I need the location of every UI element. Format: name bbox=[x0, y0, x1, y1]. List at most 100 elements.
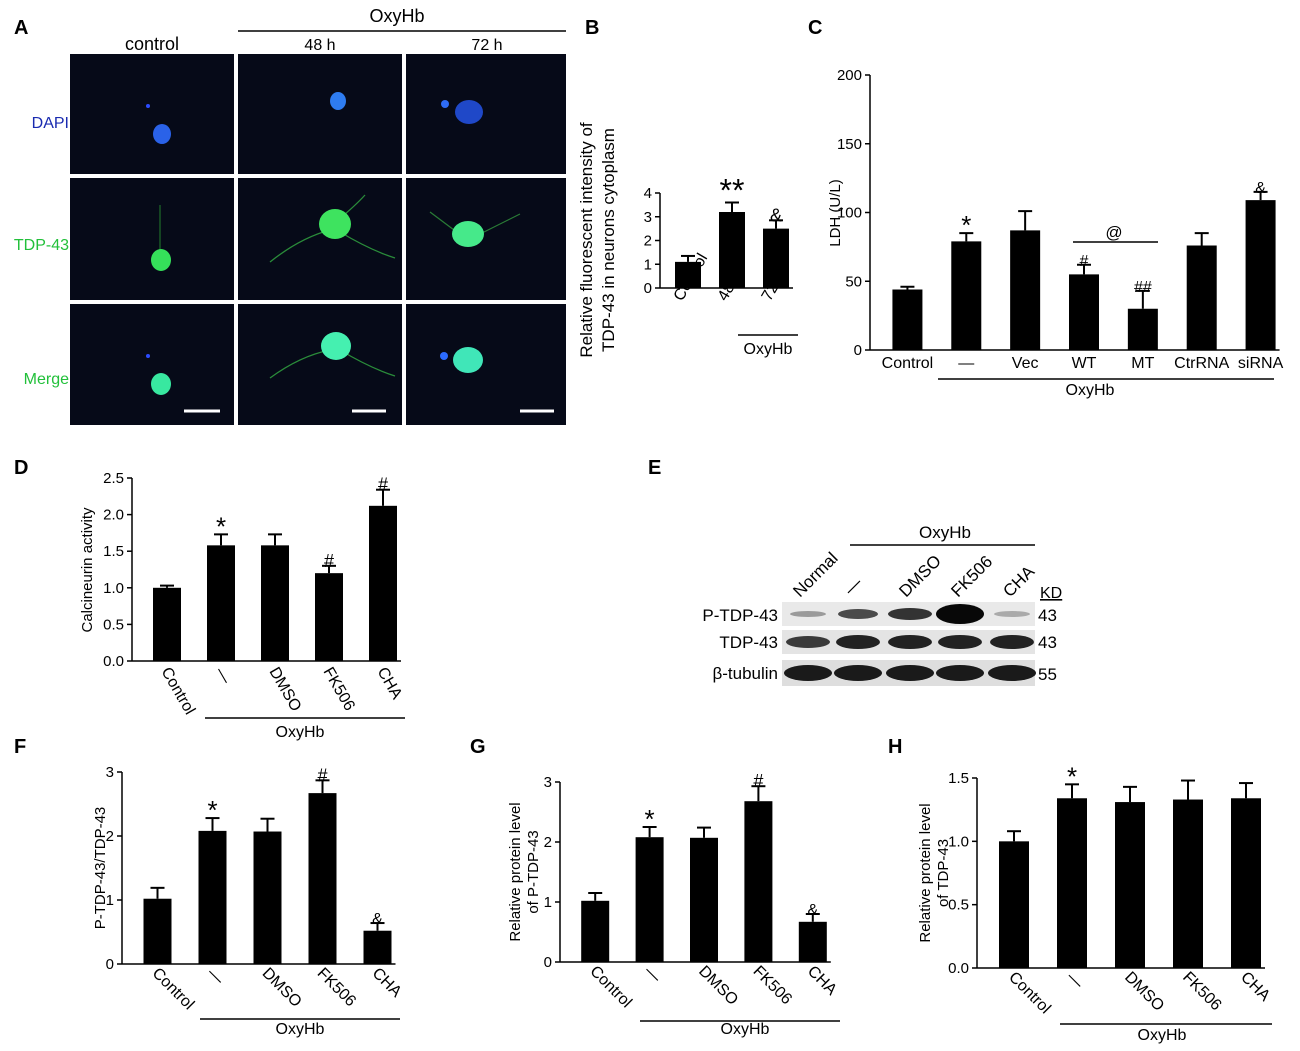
bar-g bbox=[635, 837, 664, 962]
chart-h: 0.0 0.5 1.0 1.5 Relative protein level of TDP… bbox=[917, 761, 1273, 1017]
y-tick-label-g: 2 bbox=[544, 834, 552, 851]
y-tick-label-d: 0.0 bbox=[103, 653, 124, 670]
bar-f bbox=[253, 831, 282, 964]
dapi-nuclei bbox=[146, 92, 483, 144]
x-tick-label-h: Control bbox=[1005, 969, 1053, 1017]
significance-marker-c: ## bbox=[1134, 279, 1152, 296]
kd-value-b-tubulin: 55 bbox=[1038, 665, 1057, 684]
bar-h bbox=[999, 841, 1029, 968]
y-axis-label-c: LDH (U/L) bbox=[827, 179, 844, 247]
micrograph-72h-dapi bbox=[406, 54, 566, 174]
y-tick-label-g: 1 bbox=[544, 894, 552, 911]
significance-marker-c: # bbox=[1080, 253, 1089, 270]
bar-c bbox=[1069, 274, 1099, 350]
x-tick-label-c: Vec bbox=[1012, 355, 1039, 372]
bar-c bbox=[1186, 245, 1217, 350]
micrograph-control-dapi bbox=[70, 54, 234, 174]
x-tick-label-g: CHA bbox=[804, 963, 840, 999]
bar-c bbox=[1127, 308, 1158, 350]
bar-f bbox=[363, 930, 392, 964]
y-tick-label-c: 150 bbox=[837, 136, 862, 153]
x-tick-label-f: Control bbox=[149, 965, 197, 1013]
group-label-e: OxyHb bbox=[919, 523, 971, 542]
row-label-dapi: DAPI bbox=[32, 115, 69, 132]
y-axis-label-b: Relative fluorescent intensity of bbox=[577, 122, 596, 358]
column-header-48h: 48 h bbox=[304, 37, 335, 54]
panel-letter-a: A bbox=[14, 17, 28, 39]
bar-h bbox=[1173, 799, 1203, 968]
x-tick-label-d: — bbox=[212, 665, 235, 687]
significance-marker-h: * bbox=[1067, 761, 1077, 791]
bar-c bbox=[1245, 200, 1276, 350]
bar-c bbox=[892, 289, 923, 350]
chart-f: 0 1 2 3 P-TDP-43/TDP-43 Control * — DMSO # FK506 & C… bbox=[92, 764, 405, 1013]
y-tick-label-d: 2.5 bbox=[103, 470, 124, 487]
tdp43-cells bbox=[151, 194, 521, 271]
kd-value-p-tdp43: 43 bbox=[1038, 606, 1057, 625]
y-tick-label-b: 4 bbox=[644, 185, 652, 202]
group-label-b: OxyHb bbox=[744, 341, 793, 358]
micrograph-48h-merge bbox=[238, 304, 402, 425]
x-tick-label-c: MT bbox=[1131, 355, 1154, 372]
bar-d bbox=[261, 545, 289, 661]
y-axis-label-h: of TDP-43 bbox=[935, 839, 952, 907]
bar-c bbox=[1010, 230, 1041, 350]
significance-marker-c: * bbox=[961, 210, 971, 240]
y-tick-label-b: 0 bbox=[644, 280, 652, 297]
y-tick-label-b: 3 bbox=[644, 209, 652, 226]
kd-header: KD bbox=[1040, 585, 1062, 602]
y-axis-label-b: TDP-43 in neurons cytoplasm bbox=[599, 128, 618, 352]
significance-marker-b: & bbox=[770, 205, 782, 225]
bar-g bbox=[798, 921, 827, 962]
bar-c bbox=[951, 241, 982, 350]
y-tick-label-f: 2 bbox=[106, 828, 114, 845]
panel-letter-d: D bbox=[14, 457, 28, 479]
y-axis-label-h: Relative protein level bbox=[917, 803, 934, 942]
y-tick-label-g: 3 bbox=[544, 774, 552, 791]
bands-b-tubulin bbox=[784, 665, 1036, 681]
bands-p-tdp43 bbox=[790, 604, 1030, 624]
y-tick-label-c: 50 bbox=[845, 273, 862, 290]
significance-marker-d: * bbox=[216, 511, 226, 541]
significance-marker-g: # bbox=[753, 771, 763, 791]
y-tick-label-d: 2.0 bbox=[103, 507, 124, 524]
panel-letter-b: B bbox=[585, 17, 599, 39]
bands-tdp43 bbox=[786, 635, 1034, 649]
bar-f bbox=[308, 793, 337, 964]
micrograph-control-tdp43 bbox=[70, 178, 234, 300]
row-label-tdp43: TDP-43 bbox=[14, 237, 69, 254]
micrograph-72h-merge bbox=[406, 304, 566, 425]
y-tick-label-g: 0 bbox=[544, 954, 552, 971]
band-label-p-tdp43: P-TDP-43 bbox=[702, 606, 778, 625]
y-tick-label-d: 0.5 bbox=[103, 616, 124, 633]
y-axis-label-g: of P-TDP-43 bbox=[525, 830, 542, 913]
micrograph-72h-tdp43 bbox=[406, 178, 566, 300]
bar-h bbox=[1057, 798, 1087, 968]
bar-h bbox=[1115, 802, 1145, 968]
bar-g bbox=[690, 837, 718, 962]
group-label-h: OxyHb bbox=[1138, 1027, 1187, 1044]
y-tick-label-h: 0.0 bbox=[948, 960, 969, 977]
chart-g: 0 1 2 3 Relative protein level of P-TDP-43 Con… bbox=[507, 771, 840, 1011]
y-tick-label-f: 3 bbox=[106, 764, 114, 781]
panel-letter-f: F bbox=[14, 736, 26, 758]
lane-label-cha: CHA bbox=[999, 562, 1038, 601]
y-tick-label-f: 1 bbox=[106, 892, 114, 909]
chart-c: 0 50 100 150 200 LDH (U/L) Control * — Vec # WT ## MT… bbox=[827, 67, 1284, 372]
group-label-d: OxyHb bbox=[276, 724, 325, 741]
x-tick-label-g: Control bbox=[586, 963, 634, 1011]
chart-b: 0 1 2 3 4 Relative fluorescent intensity of TD… bbox=[577, 122, 793, 358]
x-tick-label-g: — bbox=[641, 963, 664, 986]
lane-label-oxyhb: — bbox=[840, 573, 865, 598]
kd-value-tdp43: 43 bbox=[1038, 633, 1057, 652]
significance-marker-f: * bbox=[207, 795, 217, 825]
x-tick-label-d: DMSO bbox=[266, 665, 305, 715]
bar-d bbox=[369, 505, 397, 661]
row-label-merge: Merge bbox=[24, 371, 69, 388]
y-axis-label-d: Calcineurin activity bbox=[79, 507, 96, 633]
bar-b bbox=[719, 212, 745, 288]
panel-letter-c: C bbox=[808, 17, 822, 39]
merge-cells bbox=[146, 332, 483, 395]
y-axis-label-f: P-TDP-43/TDP-43 bbox=[92, 807, 109, 930]
